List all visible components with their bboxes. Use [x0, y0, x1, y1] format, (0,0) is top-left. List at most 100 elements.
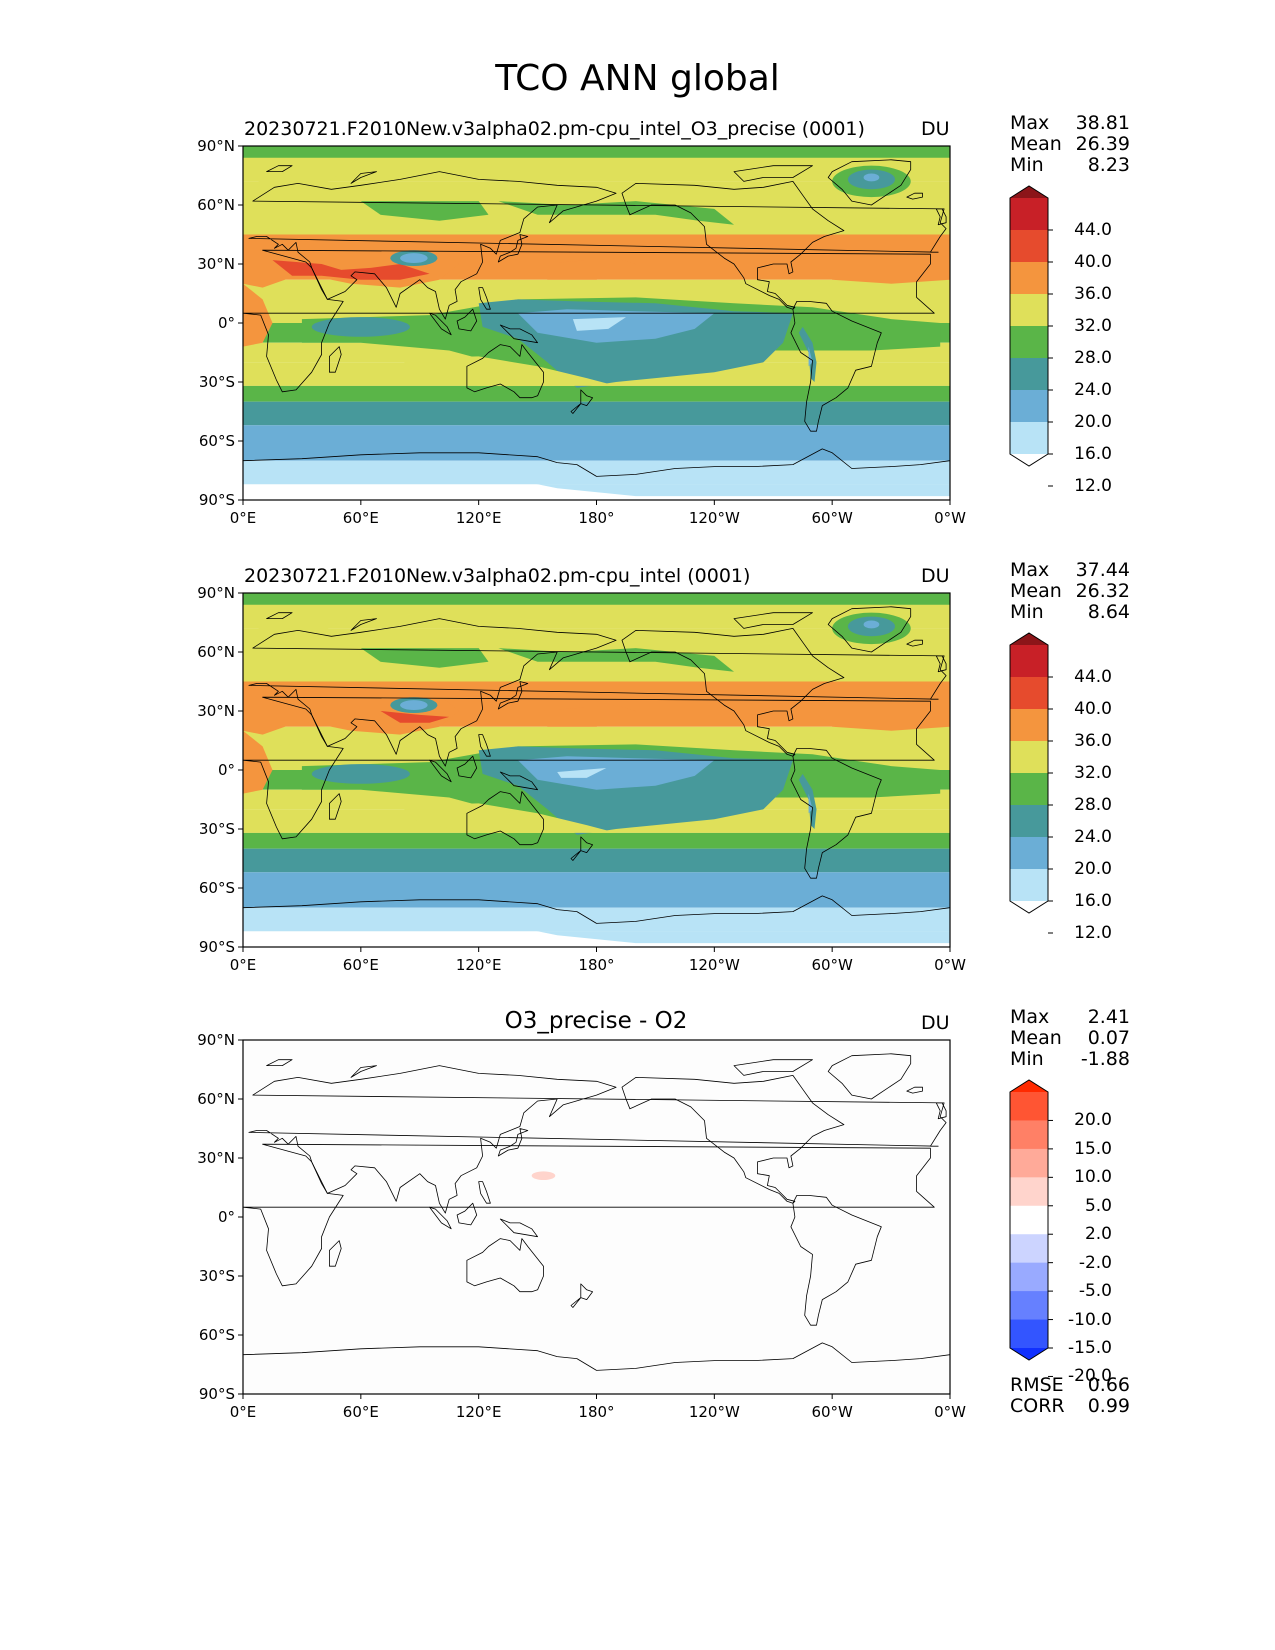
stat-corr-label: CORR: [1010, 1395, 1065, 1417]
stat-min-label: Min: [1010, 601, 1044, 623]
coastline-madagascar: [329, 1240, 342, 1267]
contour-region: [360, 201, 489, 221]
coastline-nz: [570, 836, 593, 861]
coastline-japan: [497, 234, 529, 263]
colorbar-segment: [1010, 645, 1048, 678]
colorbar-label: -10.0: [1068, 1309, 1112, 1330]
coastline-svalbard: [266, 612, 293, 619]
units-label: DU: [921, 118, 950, 140]
colorbar-segment: [1010, 773, 1048, 806]
x-tick-label: 180°: [578, 509, 615, 527]
colorbar-label: 40.0: [1074, 699, 1112, 719]
coastline-madagascar: [329, 346, 342, 373]
colorbar-extend-top: [1010, 186, 1048, 198]
y-tick-label: 30°N: [197, 702, 235, 720]
contour-andes-blue: [808, 346, 813, 367]
colorbar-label: 16.0: [1074, 891, 1112, 911]
coastline-sumatra: [429, 759, 452, 783]
coastlines: [243, 1053, 950, 1394]
x-tick-label: 0°E: [229, 509, 257, 527]
contour-field: [243, 593, 950, 947]
contour-diff-positive: [531, 1171, 556, 1181]
panel-title: 20230721.F2010New.v3alpha02.pm-cpu_intel…: [244, 565, 751, 587]
y-tick-label: 90°N: [197, 1031, 235, 1049]
contour-band: [243, 848, 950, 873]
y-tick-label: 30°N: [197, 255, 235, 273]
stat-max-label: Max: [1010, 112, 1050, 134]
colorbar-label: 44.0: [1074, 220, 1112, 240]
y-tick-label: 30°S: [198, 820, 235, 838]
colorbar-label: 28.0: [1074, 348, 1112, 368]
coastline-eurasia: [248, 171, 947, 320]
colorbar-label: 32.0: [1074, 763, 1112, 783]
contour-pacific-orange: [537, 258, 636, 280]
colorbar-label: 32.0: [1074, 316, 1112, 336]
x-tick-label: 0°W: [934, 509, 966, 527]
stat-max-label: Max: [1010, 1006, 1050, 1028]
map-area: [243, 146, 950, 500]
colorbar: [1009, 632, 1053, 934]
colorbar-label: 2.0: [1084, 1224, 1112, 1245]
y-tick-label: 90°S: [198, 1385, 235, 1403]
coastline-iceland: [906, 1086, 923, 1094]
contour-region: [400, 356, 617, 386]
stat-mean-value: 26.39: [1075, 133, 1130, 155]
coastline-borneo: [456, 755, 478, 779]
coastline-newguinea: [499, 324, 538, 344]
colorbar-label: 10.0: [1074, 1167, 1112, 1188]
y-tick-label: 90°N: [197, 584, 235, 602]
x-tick-label: 60°W: [811, 1403, 853, 1421]
coastline-svalbard: [266, 165, 293, 172]
contour-indian-teal: [311, 764, 410, 784]
contour-pacific-blue: [517, 309, 715, 343]
coastline-iceland: [906, 639, 923, 647]
contour-band: [243, 832, 950, 849]
coastline-borneo: [456, 308, 478, 332]
colorbar: [1009, 185, 1053, 487]
colorbar-segment: [1010, 1319, 1048, 1349]
y-tick-label: 0°: [217, 761, 235, 779]
y-tick-label: 60°N: [197, 196, 235, 214]
x-tick-label: 60°W: [811, 956, 853, 974]
axes: [238, 1039, 951, 1399]
coastline-australia: [466, 344, 544, 399]
contour-band: [243, 385, 950, 402]
coastline-sam: [790, 1195, 882, 1326]
colorbar-label: 24.0: [1074, 380, 1112, 400]
colorbar-segment: [1010, 422, 1048, 455]
coastline-nam: [621, 628, 845, 757]
colorbar-extend-top: [1010, 1080, 1048, 1092]
coastline-australia: [466, 791, 544, 846]
coastline-nzem: [350, 618, 377, 631]
colorbar-segment: [1010, 390, 1048, 423]
stat-max-value: 37.44: [1075, 559, 1130, 581]
contour-red: [272, 260, 430, 280]
x-tick-label: 60°E: [342, 956, 379, 974]
y-tick-label: 30°S: [198, 373, 235, 391]
colorbar-segment: [1010, 1177, 1048, 1207]
stat-max-value: 38.81: [1075, 112, 1130, 134]
x-tick-label: 120°E: [455, 956, 502, 974]
colorbar-segment: [1010, 1262, 1048, 1292]
contour-region: [252, 608, 361, 637]
stat-mean-label: Mean: [1010, 133, 1062, 155]
x-tick-label: 60°W: [811, 509, 853, 527]
colorbar-segment: [1010, 358, 1048, 391]
y-tick-label: 30°S: [198, 1267, 235, 1285]
colorbar-label: 15.0: [1074, 1138, 1112, 1159]
stat-corr-value: 0.99: [1087, 1395, 1130, 1417]
coastline-nam: [621, 181, 845, 310]
coastline-arcticIslands: [733, 612, 813, 629]
colorbar-segment: [1010, 1234, 1048, 1264]
axes: [238, 145, 951, 505]
coastline-antarctica: [243, 448, 950, 500]
x-tick-label: 120°E: [455, 509, 502, 527]
coastline-sam: [790, 301, 882, 432]
contour-band: [243, 1040, 950, 1394]
map-panel-1: [238, 145, 951, 505]
coastline-britain: [935, 655, 947, 673]
colorbar-segment: [1010, 805, 1048, 838]
stat-min-value: 8.64: [1087, 601, 1130, 623]
colorbar-segment: [1010, 869, 1048, 902]
contour-field: [243, 1040, 950, 1394]
